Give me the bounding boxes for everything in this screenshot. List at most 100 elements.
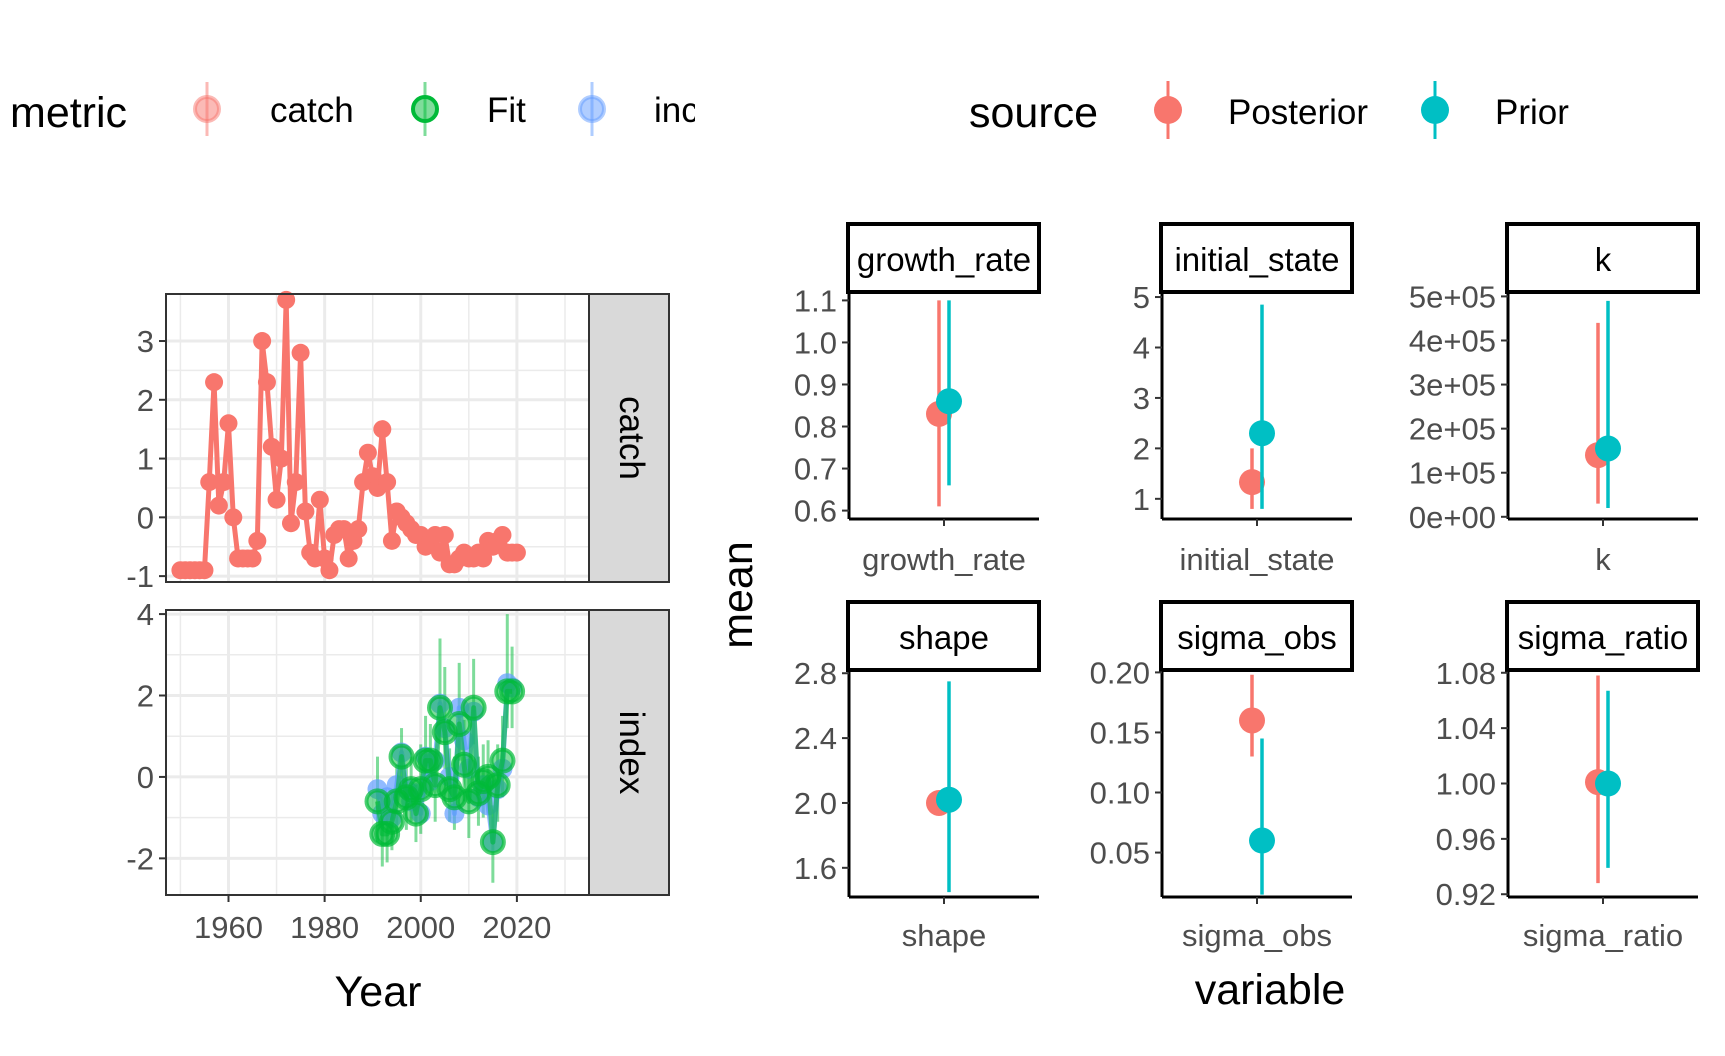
legend-key-catch: [193, 82, 221, 136]
y-tick-label: 0: [137, 760, 154, 795]
y-tick-label: 2: [137, 383, 154, 418]
y-tick-label: 0.7: [794, 452, 837, 487]
data-point-prior: [936, 388, 962, 415]
data-point-catch: [310, 490, 329, 509]
panel-k: k 5e+05 4e+05 3e+05 2e+05 1e+05 0e+00 k: [1409, 222, 1700, 577]
facet-strip: [1159, 222, 1354, 294]
y-tick-label: 0.92: [1436, 877, 1496, 912]
legend-label-posterior: Posterior: [1228, 93, 1368, 132]
y-tick-label: 0: [137, 500, 154, 535]
data-point-fit: [417, 747, 444, 774]
y-tick-label: 1.1: [794, 283, 837, 318]
data-point-fit: [388, 743, 415, 770]
y-tick-label: 2.0: [794, 786, 837, 821]
y-tick-label: 2.4: [794, 721, 837, 756]
data-point-catch: [339, 549, 358, 568]
y-tick-label: 0.9: [794, 367, 837, 402]
data-point-fit: [451, 751, 478, 778]
x-tick-label: 1960: [194, 910, 263, 945]
data-point-catch: [281, 514, 300, 533]
data-point-catch: [209, 496, 228, 515]
data-point-prior: [1249, 827, 1275, 854]
data-point-fit: [446, 711, 473, 737]
legend-label-index: inc: [654, 91, 699, 130]
data-point-catch: [358, 443, 377, 462]
x-tick-label: 2000: [386, 910, 455, 945]
x-axis-title-variable: variable: [1195, 966, 1346, 1014]
data-point-posterior: [1239, 707, 1265, 734]
facet-strip-label: shape: [899, 619, 989, 656]
panel-growth_rate: growth_rate 1.1 1.0 0.9 0.8 0.7 0.6 growth_rate: [794, 222, 1041, 577]
metric-legend-title: metric: [10, 89, 127, 137]
facet-strip-label: initial_state: [1174, 241, 1339, 278]
y-tick-label: 2e+05: [1409, 412, 1496, 447]
x-tick-label: sigma_ratio: [1523, 918, 1683, 953]
y-tick-label: 5e+05: [1409, 279, 1496, 314]
data-point-catch: [272, 449, 291, 468]
left-plot: 3 2 1 0 -1 catch 4 2 0 -2 index 1960 1980 2000 2020: [126, 290, 670, 945]
x-tick-label: shape: [902, 918, 986, 953]
legend-key-index: [578, 82, 606, 136]
data-point-catch: [243, 549, 262, 568]
y-tick-label: 4: [137, 597, 154, 632]
y-tick-label: -1: [126, 559, 154, 594]
data-point-prior: [1595, 770, 1621, 797]
legend-key-posterior: [1154, 81, 1182, 139]
y-tick-label: 1.08: [1436, 656, 1496, 691]
data-point-catch: [286, 473, 305, 492]
y-tick-label: 1: [137, 442, 154, 477]
right-plot: growth_rate1.11.00.90.80.70.6growth_rate…: [794, 222, 1700, 953]
data-point-catch: [378, 473, 397, 492]
y-tick-label: 0.6: [794, 494, 837, 529]
x-tick-label: 2020: [482, 910, 551, 945]
x-tick-label: sigma_obs: [1182, 918, 1332, 953]
y-tick-label: 2.8: [794, 656, 837, 691]
data-point-fit: [489, 747, 516, 774]
data-point-catch: [200, 473, 219, 492]
data-point-catch: [224, 508, 243, 527]
y-tick-label: 3: [1133, 381, 1150, 416]
y-tick-label: 2: [1133, 431, 1150, 466]
legend-label-fit: Fit: [487, 91, 526, 130]
x-axis-title-year: Year: [335, 968, 422, 1016]
data-point-catch: [267, 490, 286, 509]
y-tick-label: 4e+05: [1409, 323, 1496, 358]
data-point-fit: [484, 772, 511, 799]
source-legend-title: source: [969, 89, 1098, 137]
facet-strip-label: k: [1595, 241, 1612, 278]
y-tick-label: 3: [137, 324, 154, 359]
x-tick-label: growth_rate: [862, 542, 1026, 577]
facet-strip: [588, 293, 670, 583]
facet-strip-label: sigma_obs: [1177, 619, 1337, 656]
data-point-catch: [349, 520, 368, 539]
y-tick-label: 1.6: [794, 851, 837, 886]
data-point-posterior: [1239, 469, 1265, 496]
data-point-fit: [499, 678, 526, 705]
data-point-catch: [248, 531, 267, 550]
x-tick-label: k: [1595, 542, 1611, 577]
facet-strip: [846, 600, 1041, 672]
y-tick-label: 4: [1133, 330, 1150, 365]
facet-strip-label: catch: [612, 396, 651, 480]
y-tick-label: 2: [137, 679, 154, 714]
data-point-catch: [277, 290, 296, 309]
y-tick-label: -2: [126, 841, 154, 876]
y-tick-label: 1e+05: [1409, 456, 1496, 491]
facet-strip: [1159, 600, 1354, 672]
source-legend: source Posterior Prior: [969, 81, 1569, 139]
panel-initial_state: initial_state 5 4 3 2 1 initial_state: [1133, 222, 1354, 577]
panel-catch: 3 2 1 0 -1 catch: [126, 290, 670, 594]
data-point-catch: [195, 561, 214, 580]
y-tick-label: 0.05: [1090, 836, 1150, 871]
y-tick-label: 0e+00: [1409, 500, 1496, 535]
y-tick-label: 1.0: [794, 325, 837, 360]
x-tick-label: 1980: [290, 910, 359, 945]
y-tick-label: 0.10: [1090, 776, 1150, 811]
y-tick-label: 0.15: [1090, 715, 1150, 750]
facet-strip: [1505, 222, 1700, 294]
facet-strip-label: growth_rate: [857, 241, 1031, 278]
legend-key-fit: [411, 82, 439, 136]
data-point-fit: [479, 829, 506, 856]
data-point-prior: [936, 786, 962, 813]
data-point-fit: [426, 694, 453, 721]
